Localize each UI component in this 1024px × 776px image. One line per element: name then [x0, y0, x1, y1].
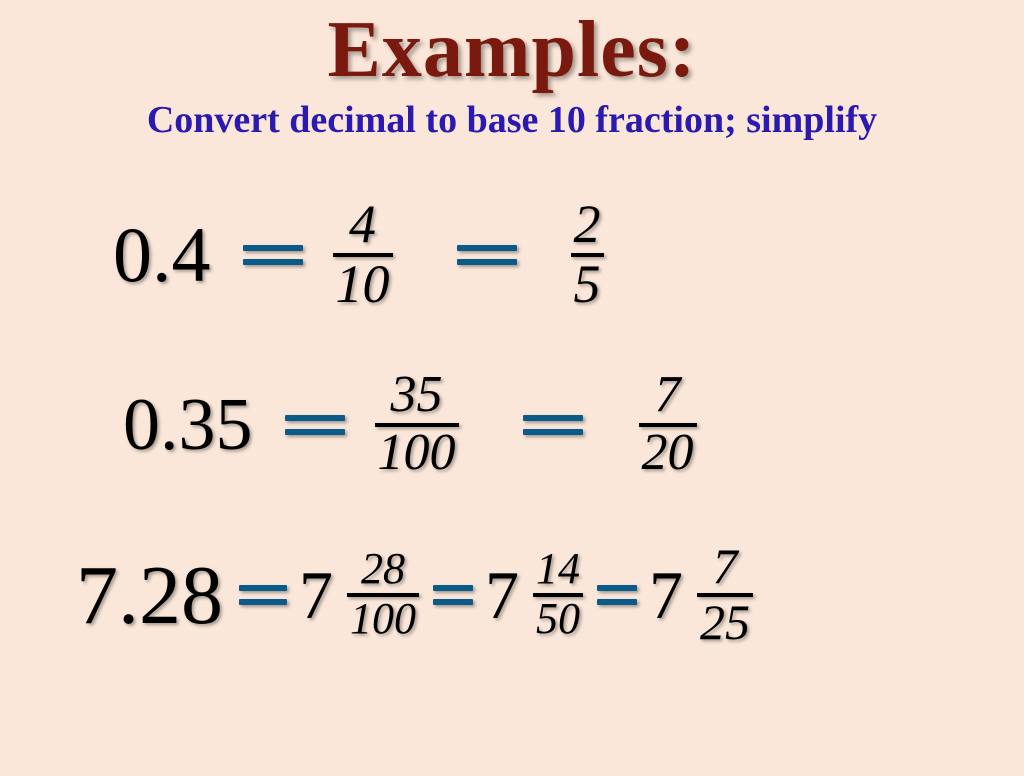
denominator: 100: [375, 427, 459, 481]
fraction: 7 20: [633, 369, 703, 481]
example-row: 7.28 7 28 100 7 14 50 7 7 25: [68, 510, 954, 680]
fraction: 28 100: [341, 547, 425, 643]
fraction: 2 5: [565, 197, 610, 313]
equals-sign: [429, 585, 477, 605]
numerator: 28: [358, 547, 408, 593]
fraction: 14 50: [527, 547, 589, 643]
equals-sign: [235, 585, 291, 605]
example-row: 0.35 35 100 7 20: [115, 340, 954, 510]
decimal-value: 0.4: [105, 210, 219, 300]
equals-sign: [513, 415, 593, 435]
equals-sign: [275, 415, 355, 435]
numerator: 14: [533, 547, 583, 593]
examples-container: 0.4 4 10 2 5 0.35 35 100 7 20: [0, 142, 1024, 680]
fraction: 4 10: [327, 197, 399, 313]
decimal-value: 0.35: [115, 383, 261, 468]
denominator: 5: [571, 257, 604, 313]
numerator: 7: [652, 369, 684, 423]
whole-number: 7: [645, 556, 687, 635]
denominator: 100: [347, 597, 419, 643]
equals-sign: [447, 245, 527, 265]
page-title: Examples:: [0, 8, 1024, 92]
denominator: 10: [333, 257, 393, 313]
fraction: 35 100: [369, 369, 465, 481]
equals-sign: [593, 585, 641, 605]
whole-number: 7: [481, 556, 523, 635]
whole-number: 7: [295, 556, 337, 635]
denominator: 25: [697, 597, 753, 649]
example-row: 0.4 4 10 2 5: [105, 170, 954, 340]
denominator: 50: [533, 597, 583, 643]
page-subtitle: Convert decimal to base 10 fraction; sim…: [0, 98, 1024, 142]
numerator: 7: [710, 541, 741, 593]
numerator: 2: [571, 197, 604, 253]
denominator: 20: [639, 427, 697, 481]
fraction: 7 25: [691, 541, 759, 649]
equals-sign: [233, 245, 313, 265]
decimal-value: 7.28: [68, 547, 231, 644]
numerator: 35: [388, 369, 446, 423]
numerator: 4: [346, 197, 379, 253]
